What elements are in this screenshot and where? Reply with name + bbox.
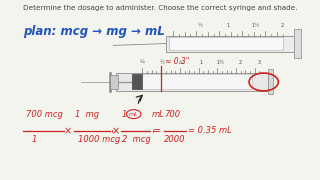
Text: 1½: 1½ [216,60,224,65]
Text: = 0.35 mL: = 0.35 mL [188,126,232,135]
Text: 1000 mcg: 1000 mcg [78,135,120,144]
Text: 700: 700 [164,110,180,119]
Text: ½: ½ [198,23,203,28]
Text: 2000: 2000 [164,135,186,144]
Text: 1: 1 [122,110,127,119]
Text: =: = [153,126,161,136]
Text: ×: × [64,126,72,136]
Bar [169,37,283,50]
Text: 1  mg: 1 mg [75,110,100,119]
Text: Determine the dosage to administer. Choose the correct syringe and shade.: Determine the dosage to administer. Choo… [23,5,297,11]
Bar [294,29,301,58]
Bar [110,75,118,89]
Text: ¾: ¾ [179,60,184,65]
Bar [132,75,142,89]
Text: 700 mcg: 700 mcg [26,110,62,119]
Text: mL: mL [151,110,164,119]
Bar [116,73,268,91]
Text: ,: , [151,124,154,134]
Text: 1: 1 [199,60,203,65]
Text: 3: 3 [258,60,261,65]
Text: 1½: 1½ [251,23,260,28]
Bar [132,75,252,89]
Text: 1: 1 [32,135,37,144]
Text: plan: mcg → mg → mL: plan: mcg → mg → mL [23,24,164,38]
Text: mL: mL [129,112,139,117]
Text: ≈ 0.3": ≈ 0.3" [165,57,190,66]
Text: 2: 2 [238,60,241,65]
Text: 2: 2 [281,23,284,28]
Text: 2  mcg: 2 mcg [122,135,151,144]
Text: ½: ½ [160,60,164,65]
Text: ¼: ¼ [140,60,145,65]
Text: ,: , [110,124,113,134]
Bar [268,69,273,94]
Bar [166,35,294,52]
Text: ×: × [112,126,120,136]
Text: 1: 1 [226,23,230,28]
